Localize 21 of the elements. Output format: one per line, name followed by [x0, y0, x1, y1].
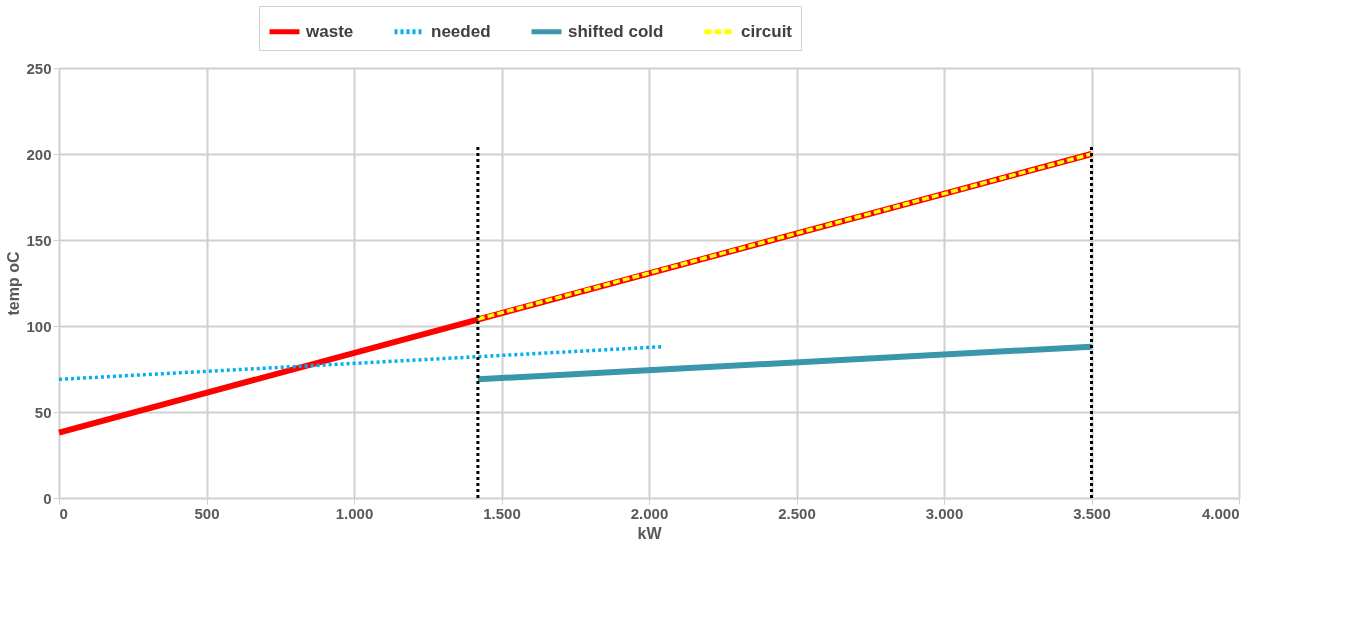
x-tick-label: 1.000 [335, 504, 374, 522]
y-tick-label: 150 [26, 231, 52, 249]
x-tick-label: 1.500 [483, 504, 521, 522]
legend-label: shifted cold [568, 21, 664, 41]
y-tick-label: 100 [26, 317, 52, 335]
x-tick-label: 2.500 [778, 504, 816, 522]
y-tick-label: 50 [34, 403, 52, 421]
x-tick-label: 3.500 [1073, 504, 1111, 522]
y-tick-label: 200 [26, 145, 52, 163]
x-axis-title: kW [637, 524, 663, 542]
y-tick-label: 0 [43, 489, 52, 507]
x-tick-label: 0 [59, 504, 68, 522]
x-tick-label: 500 [194, 504, 220, 522]
legend-label: waste [305, 21, 354, 41]
x-tick-label: 4.000 [1201, 504, 1240, 522]
x-tick-label: 2.000 [630, 504, 669, 522]
legend-label: circuit [741, 21, 793, 41]
y-tick-label: 250 [26, 59, 52, 77]
y-axis-title: temp oC [5, 251, 23, 316]
x-tick-label: 3.000 [925, 504, 964, 522]
legend-label: needed [431, 21, 491, 41]
